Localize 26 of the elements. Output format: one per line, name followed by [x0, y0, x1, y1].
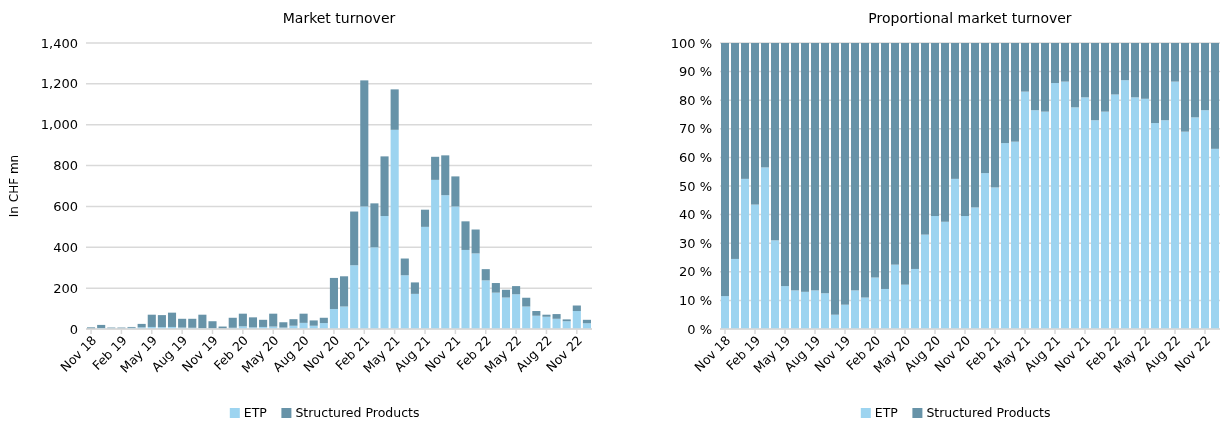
y-tick-label: 20 % — [678, 264, 712, 280]
legend-label: ETP — [243, 405, 268, 421]
y-tick-label: 10 % — [678, 292, 712, 308]
y-tick-label: 1,400 — [40, 35, 78, 51]
y-axis-title: In CHF mn — [7, 154, 21, 218]
y-tick-label: 40 % — [678, 207, 712, 223]
y-tick-label: 800 — [53, 158, 78, 174]
y-tick-label: 50 % — [678, 178, 712, 194]
y-tick-label: 1,200 — [40, 76, 78, 92]
y-tick-label: 60 % — [678, 149, 712, 165]
y-tick-label: 0 — [69, 321, 78, 337]
y-tick-label: 100 % — [670, 35, 712, 51]
legend-label: ETP — [874, 405, 899, 421]
y-tick-label: 30 % — [678, 235, 712, 251]
legend-label: Structured Products — [926, 405, 1051, 421]
y-tick-label: 1,000 — [40, 117, 78, 133]
y-tick-label: 400 — [53, 239, 78, 255]
legend-label: Structured Products — [295, 405, 420, 421]
chart-title: Proportional market turnover — [868, 10, 1072, 26]
y-tick-label: 600 — [53, 198, 78, 214]
y-tick-label: 70 % — [678, 121, 712, 137]
y-tick-label: 80 % — [678, 92, 712, 108]
y-tick-label: 200 — [53, 280, 78, 296]
y-tick-label: 0 % — [687, 321, 712, 337]
y-tick-label: 90 % — [678, 64, 712, 80]
chart-title: Market turnover — [282, 10, 396, 26]
